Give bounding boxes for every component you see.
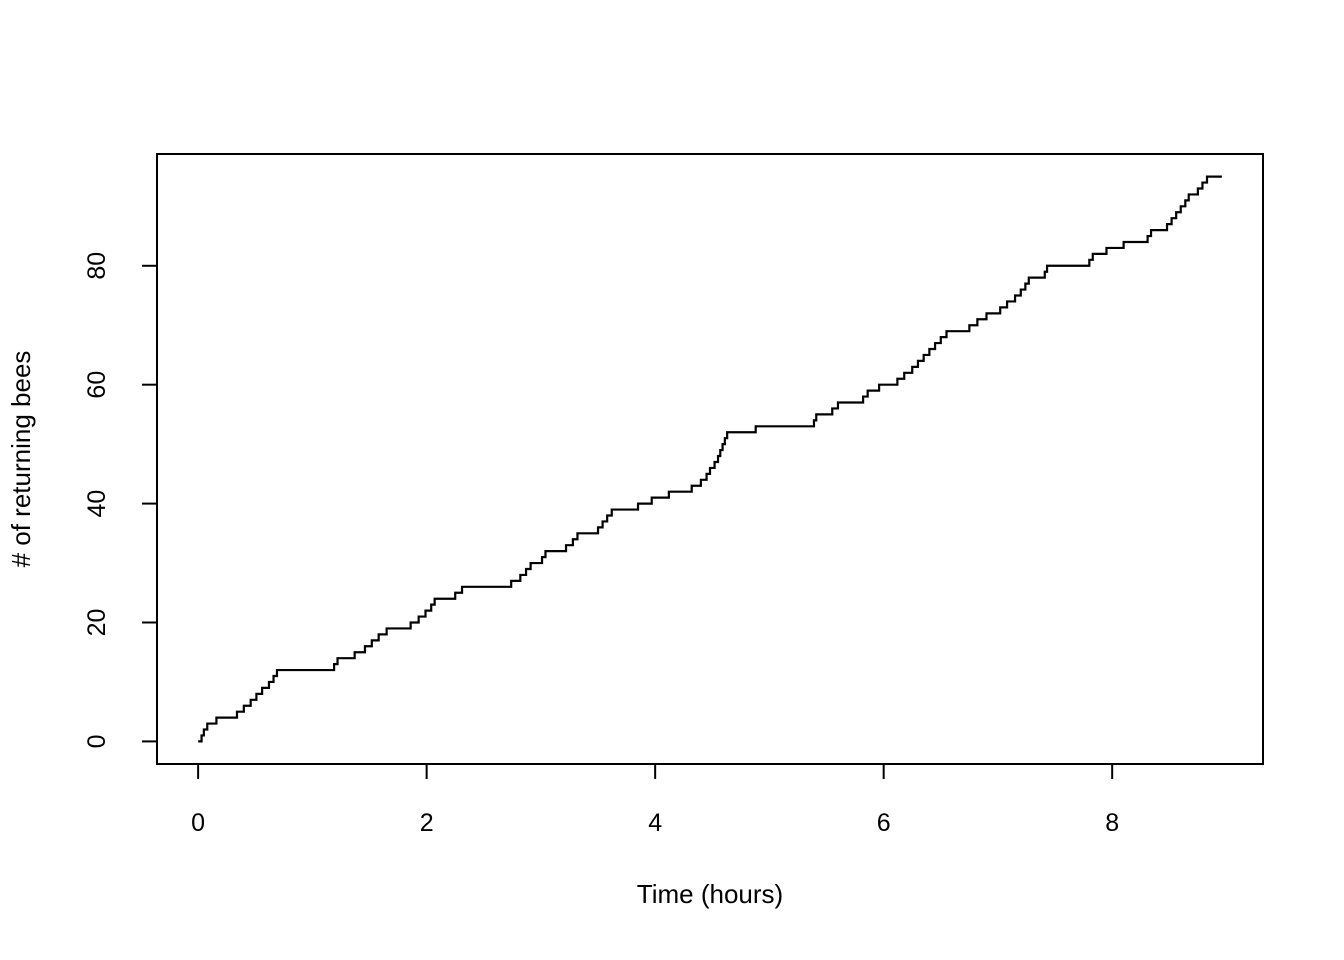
y-axis-label: # of returning bees — [6, 351, 36, 568]
y-tick-label: 20 — [83, 609, 111, 637]
plot-box — [156, 153, 1264, 765]
series-group — [198, 175, 1222, 743]
y-tick-label: 40 — [83, 490, 111, 518]
x-tick-label: 2 — [420, 809, 434, 837]
y-tick-label: 80 — [83, 252, 111, 280]
y-tick-label: 60 — [83, 371, 111, 399]
x-tick-label: 8 — [1105, 809, 1119, 837]
step-line — [198, 175, 1222, 743]
x-tick-label: 6 — [877, 809, 891, 837]
x-axis: 0 2 4 6 8 — [191, 764, 1119, 837]
x-axis-label: Time (hours) — [637, 879, 783, 909]
x-tick-label: 4 — [648, 809, 662, 837]
y-axis: 0 20 40 60 80 — [83, 252, 157, 748]
y-tick-label: 0 — [83, 734, 111, 748]
x-tick-label: 0 — [191, 809, 205, 837]
